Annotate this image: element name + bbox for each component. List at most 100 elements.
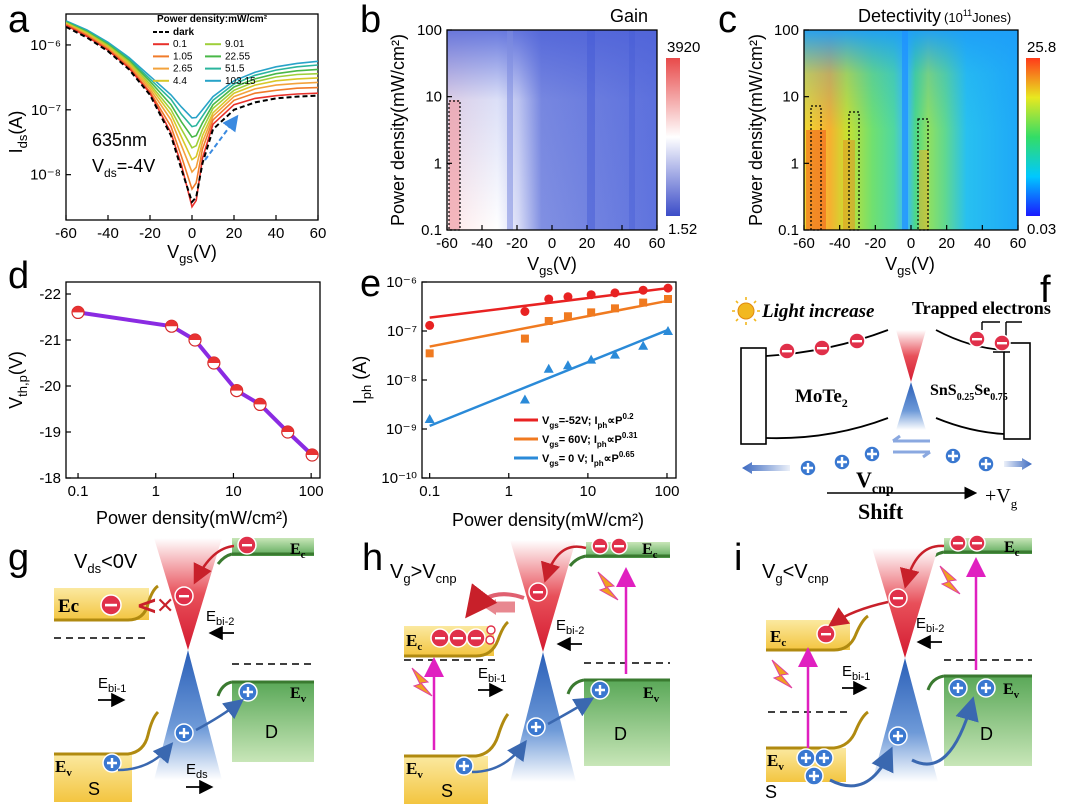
data-point: [520, 334, 529, 343]
series-line-4.4: [66, 22, 318, 161]
panel-d-xlabel: Power density(mW/cm²): [96, 508, 288, 528]
panel-i-hole-path-2: [911, 696, 979, 766]
panel-g-eds: Eds: [186, 761, 208, 781]
vth-point-fill: [165, 320, 178, 327]
panel-g-hole-path-1: [117, 742, 174, 772]
y-tick-label: 10⁻⁸: [30, 167, 61, 184]
panel-b-hot-region: [449, 100, 460, 230]
panel-a: a -60 -40 -20 0 20 40 60 10⁻⁸ 10⁻⁷ 10⁻⁶ Power den…: [6, 0, 326, 266]
panel-c-hot-region-2: [843, 140, 855, 230]
panel-g-ebi1: Ebi-1: [98, 675, 126, 695]
panel-d-series: [71, 305, 319, 462]
x-tick-label: 100: [299, 483, 324, 500]
legend-label-2.65: 2.65: [173, 64, 193, 75]
panel-g-ec-left: Ec: [58, 596, 79, 617]
panel-i-s-label: S: [765, 782, 777, 802]
legend-label: Vgs= 60V; Iph∝P0.31: [542, 431, 638, 449]
data-point: [425, 320, 435, 330]
panel-e-series: [424, 283, 674, 428]
data-point: [586, 354, 597, 364]
y-tick-label: 10: [782, 89, 799, 106]
y-tick-label: 0.1: [421, 222, 442, 239]
panel-h-ebi1: Ebi-1: [478, 665, 506, 685]
panel-f-sns-label: SnS0.25Se0.75: [930, 382, 1008, 403]
panel-e-label: e: [360, 263, 381, 305]
panel-a-legend-title: Power density:mW/cm²: [157, 14, 268, 25]
y-tick-label: 100: [417, 22, 442, 39]
panel-g-label: g: [8, 537, 29, 579]
panel-f-electrons: [778, 330, 1011, 360]
panel-i-electron-path-2: [827, 600, 889, 627]
data-point: [610, 304, 619, 313]
y-tick-label: 100: [774, 22, 799, 39]
panel-a-xlabel: Vgs(V): [167, 242, 217, 266]
panel-a-wavelength: 635nm: [92, 130, 147, 150]
panel-c-highlight-box-1: [810, 105, 822, 231]
panel-f-left-contact: [740, 347, 767, 445]
series-line-9.01: [66, 21, 318, 149]
x-tick-label: 10: [225, 483, 242, 500]
panel-b-ylabel: Power density(mW/cm²): [388, 34, 408, 226]
vth-point-fill: [254, 398, 267, 405]
panel-e: e 0.1 1 10 100 10⁻¹⁰ 10⁻⁹ 10⁻⁸ 10⁻⁷ 10⁻⁶ Vgs=-52…: [350, 263, 680, 530]
panel-c-label: c: [718, 0, 737, 41]
data-point: [638, 340, 649, 350]
vth-point-fill: [281, 426, 294, 432]
x-tick-label: -60: [436, 235, 458, 252]
panel-b-title: Gain: [610, 6, 648, 26]
y-tick-label: -22: [39, 286, 61, 303]
series-line-2.65: [66, 23, 318, 174]
x-tick-label: 60: [310, 225, 327, 242]
y-tick-label: 0.1: [778, 222, 799, 239]
panel-c-title: Detectivity (1011Jones): [858, 6, 1011, 26]
panel-c-cbar-max: 25.8: [1027, 39, 1056, 56]
x-tick-label: -20: [864, 235, 886, 252]
panel-g-d-label: D: [265, 722, 278, 742]
x-tick-label: -20: [139, 225, 161, 242]
panel-i-condition: Vg<Vcnp: [762, 561, 829, 586]
panel-f-trap-pointer: [981, 321, 1022, 336]
data-point: [544, 294, 554, 304]
panel-i-d-label: D: [980, 724, 993, 744]
x-tick-label: -40: [471, 235, 493, 252]
x-tick-label: 0: [907, 235, 915, 252]
panel-c-xlabel: Vgs(V): [885, 254, 935, 278]
data-point: [563, 312, 572, 321]
panel-d-ylabel: Vth,p(V): [6, 351, 30, 409]
x-tick-label: 1: [505, 483, 513, 500]
panel-g-ec-left-line: [54, 584, 159, 622]
data-point: [544, 316, 553, 325]
data-point: [663, 326, 674, 335]
vth-point-fill: [72, 306, 85, 313]
panel-i-ebi1: Ebi-1: [842, 663, 870, 683]
series-line-22.55: [66, 21, 318, 139]
vth-point-fill: [230, 384, 243, 391]
x-tick-label: -40: [97, 225, 119, 242]
panel-f-shift-arrows: [893, 439, 930, 454]
data-point: [543, 363, 554, 373]
panel-h-s-label: S: [441, 781, 453, 801]
x-tick-label: -40: [829, 235, 851, 252]
y-tick-label: 1: [791, 155, 799, 172]
panel-g-hole-path-2: [195, 698, 244, 732]
panel-c-cbar-min: 0.03: [1027, 221, 1056, 238]
panel-i-ev-right: Ev: [1003, 681, 1020, 701]
panel-i-ec-right: Ec: [1004, 539, 1020, 559]
panel-c-dirac-stripe: [902, 30, 908, 230]
x-tick-label: 1: [152, 483, 160, 500]
data-point: [425, 349, 434, 358]
panel-a-ticks: -60 -40 -20 0 20 40 60 10⁻⁸ 10⁻⁷ 10⁻⁶: [30, 37, 326, 242]
panel-f-left-arrow: [742, 462, 790, 474]
panel-f-right-contact: [1003, 342, 1031, 440]
panel-f-shift-label: Shift: [858, 499, 904, 524]
panel-f: f Light increase Trapped electrons MoTe2…: [732, 269, 1051, 524]
panel-e-ticks: 0.1 1 10 100 10⁻¹⁰ 10⁻⁹ 10⁻⁸ 10⁻⁷ 10⁻⁶: [381, 274, 679, 500]
lightning-icon: [771, 659, 793, 689]
panel-g-ec-right: Ec: [290, 541, 306, 561]
data-point: [562, 360, 573, 370]
panel-d-label: d: [8, 255, 29, 297]
panel-f-cone-red: [896, 330, 926, 382]
x-tick-label: 0.1: [68, 483, 89, 500]
panel-i-ebi2: Ebi-2: [916, 615, 944, 635]
